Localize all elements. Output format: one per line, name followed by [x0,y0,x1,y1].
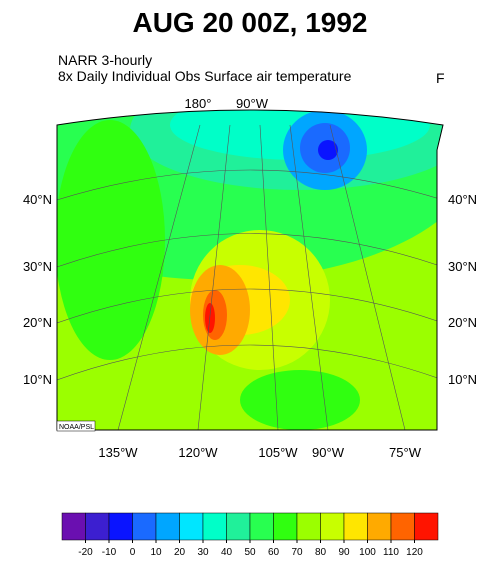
colorbar-tick-label: 20 [174,547,186,558]
lon-label: 180° [185,96,212,111]
lat-label: 10°N [448,372,477,387]
lat-label: 20°N [23,315,52,330]
colorbar-box [296,512,321,541]
lon-label: 90°W [312,445,345,460]
lon-label: 135°W [98,445,138,460]
colorbar-box [155,512,180,541]
colorbar-tick-label: 30 [197,547,209,558]
lon-label: 120°W [178,445,218,460]
credit: NOAA/PSL [59,424,94,431]
lat-label: 20°N [448,315,477,330]
lat-label: 10°N [23,372,52,387]
colorbar-box [273,512,298,541]
colorbar-tick-label: 120 [406,547,423,558]
colorbar-box [414,512,439,541]
colorbar: -20 -10 0 10 20 30 40 50 60 70 80 90 100 110 120 [61,512,439,558]
colorbar-box [320,512,345,541]
colorbar-box [108,512,133,541]
colorbar-tick-label: 80 [315,547,327,558]
lon-label: 75°W [389,445,422,460]
colorbar-tick-label: 90 [338,547,350,558]
colorbar-box [390,512,415,541]
colorbar-box [367,512,392,541]
colorbar-tick-label: 100 [359,547,376,558]
colorbar-tick-label: 60 [268,547,280,558]
units: F [436,70,445,86]
lat-labels: 40°N 40°N 30°N 30°N 20°N 20°N 10°N 10°N [23,192,477,387]
map: NOAA/PSL [56,109,444,432]
colorbar-box [179,512,204,541]
colorbar-tick-label: -20 [78,547,93,558]
lon-label: 105°W [258,445,298,460]
lat-label: 30°N [23,259,52,274]
colorbar-box [249,512,274,541]
lon-label: 90°W [236,96,269,111]
lat-label: 40°N [448,192,477,207]
colorbar-box [132,512,157,541]
lat-label: 40°N [23,192,52,207]
colorbar-box [61,512,86,541]
colorbar-box [202,512,227,541]
colorbar-tick-label: 0 [130,547,136,558]
colorbar-box [85,512,110,541]
lat-label: 30°N [448,259,477,274]
lon-labels: 135°W 120°W 105°W 90°W 75°W [98,445,421,460]
colorbar-tick-label: 50 [244,547,256,558]
subtitle: NARR 3-hourly [58,52,152,68]
title: AUG 20 00Z, 1992 [132,7,367,38]
subtitle: 8x Daily Individual Obs Surface air temp… [58,68,352,84]
colorbar-tick-label: -10 [102,547,117,558]
colorbar-tick-label: 10 [150,547,162,558]
colorbar-tick-label: 70 [291,547,303,558]
colorbar-box [343,512,368,541]
colorbar-tick-label: 110 [383,547,399,558]
colorbar-box [226,512,251,541]
colorbar-tick-label: 40 [221,547,233,558]
